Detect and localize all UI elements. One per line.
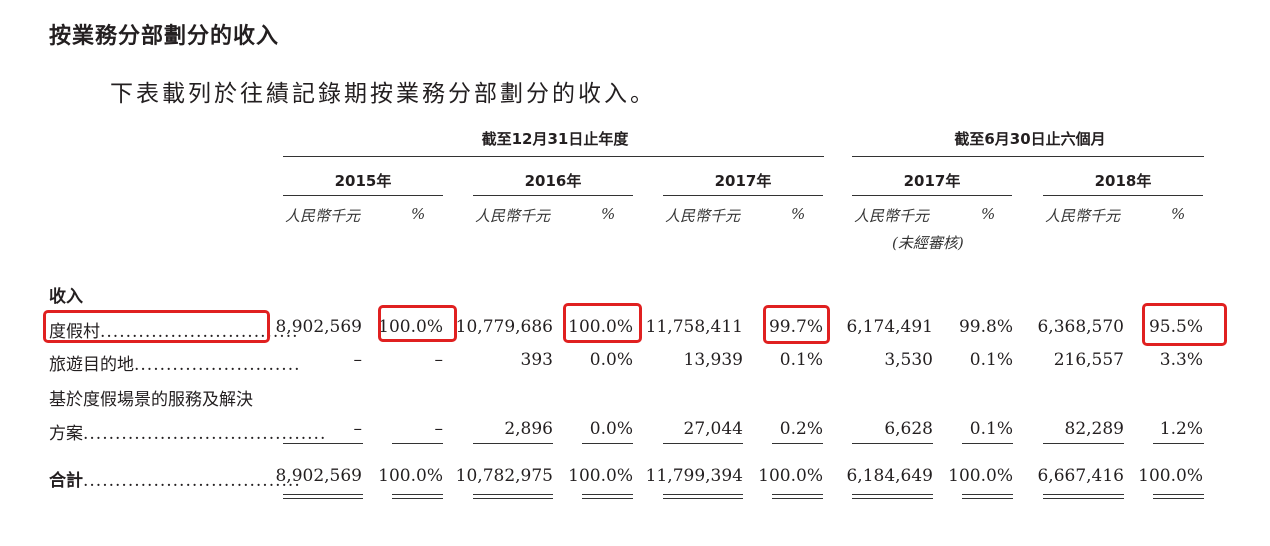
- table-cell: 216,557: [1053, 350, 1124, 370]
- unit-header: 人民幣千元: [665, 207, 741, 225]
- table-cell: 8,902,569: [275, 466, 362, 486]
- pct-header: %: [791, 205, 806, 223]
- section-title: 按業務分部劃分的收入: [49, 24, 280, 49]
- subtotal-rule: [1043, 443, 1124, 444]
- year-rule-2017-h1: [852, 195, 1012, 196]
- highlight-box-resort-label: [43, 310, 270, 343]
- pct-header: %: [1171, 205, 1186, 223]
- year-rule-2016: [473, 195, 633, 196]
- year-header-2017-h1: 2017年: [903, 172, 961, 190]
- table-cell: 100.0%: [378, 317, 443, 337]
- subtotal-rule: [962, 443, 1013, 444]
- subtotal-rule: [663, 443, 743, 444]
- highlight-box-2016-pct: [563, 303, 642, 343]
- table-cell: –: [353, 419, 363, 439]
- table-cell: 393: [520, 350, 553, 370]
- subtotal-rule: [283, 443, 363, 444]
- total-double-rule: [772, 494, 823, 499]
- total-double-rule: [283, 494, 363, 499]
- table-cell: 10,779,686: [455, 317, 553, 337]
- total-double-rule: [473, 494, 553, 499]
- highlight-box-2015-pct: [378, 305, 457, 342]
- unit-header: 人民幣千元: [1045, 207, 1121, 225]
- year-rule-2015: [283, 195, 443, 196]
- total-double-rule: [1043, 494, 1124, 499]
- table-cell: 8,902,569: [275, 317, 362, 337]
- table-cell: 100.0%: [758, 466, 823, 486]
- group-rule-six-months: [852, 156, 1204, 157]
- subtotal-rule: [582, 443, 633, 444]
- table-cell: 0.1%: [969, 419, 1013, 439]
- subtotal-rule: [772, 443, 823, 444]
- total-double-rule: [852, 494, 933, 499]
- year-header-2016: 2016年: [524, 172, 582, 190]
- table-cell: –: [434, 419, 444, 439]
- total-double-rule: [1153, 494, 1204, 499]
- year-header-2017: 2017年: [714, 172, 772, 190]
- group-header-year-end: 截至12月31日止年度: [481, 130, 629, 148]
- table-cell: 0.0%: [589, 350, 633, 370]
- unit-header: 人民幣千元: [854, 207, 930, 225]
- table-cell: 2,896: [504, 419, 553, 439]
- total-double-rule: [962, 494, 1013, 499]
- table-cell: 82,289: [1064, 419, 1124, 439]
- table-cell: 6,184,649: [846, 466, 933, 486]
- table-cell: 10,782,975: [455, 466, 553, 486]
- year-header-2015: 2015年: [334, 172, 392, 190]
- total-double-rule: [392, 494, 443, 499]
- section-label-revenue: 收入: [49, 287, 83, 307]
- row-label-resort: 度假村...............................: [49, 322, 299, 342]
- row-label-total: 合計..................................: [49, 471, 301, 491]
- table-cell: 6,368,570: [1037, 317, 1124, 337]
- row-label-solutions: 基於度假場景的服務及解決: [49, 390, 253, 410]
- table-cell: 100.0%: [1138, 466, 1203, 486]
- total-double-rule: [582, 494, 633, 499]
- table-cell: –: [353, 350, 363, 370]
- row-label-destination: 旅遊目的地..........................: [49, 355, 301, 375]
- table-cell: –: [434, 350, 444, 370]
- subtotal-rule: [852, 443, 933, 444]
- table-cell: 27,044: [683, 419, 743, 439]
- subtotal-rule: [1153, 443, 1204, 444]
- unaudited-note: (未經審核): [892, 234, 964, 252]
- year-rule-2018-h1: [1043, 195, 1203, 196]
- pct-header: %: [601, 205, 616, 223]
- table-cell: 100.0%: [948, 466, 1013, 486]
- table-cell: 0.0%: [589, 419, 633, 439]
- table-cell: 3.3%: [1159, 350, 1203, 370]
- table-cell: 99.7%: [768, 317, 823, 337]
- year-rule-2017: [663, 195, 823, 196]
- intro-text: 下表載列於往績記錄期按業務分部劃分的收入。: [110, 81, 656, 107]
- table-cell: 6,174,491: [846, 317, 933, 337]
- table-cell: 0.1%: [779, 350, 823, 370]
- table-cell: 99.8%: [958, 317, 1013, 337]
- pct-header: %: [981, 205, 996, 223]
- table-cell: 13,939: [683, 350, 743, 370]
- table-cell: 100.0%: [378, 466, 443, 486]
- table-cell: 11,799,394: [645, 466, 743, 486]
- row-label-solutions-cont: 方案......................................: [49, 424, 327, 444]
- subtotal-rule: [473, 443, 553, 444]
- table-cell: 0.2%: [779, 419, 823, 439]
- group-rule-year-end: [283, 156, 824, 157]
- table-cell: 1.2%: [1159, 419, 1203, 439]
- table-cell: 11,758,411: [645, 317, 743, 337]
- unit-header: 人民幣千元: [285, 207, 361, 225]
- table-cell: 6,667,416: [1037, 466, 1124, 486]
- table-cell: 95.5%: [1148, 317, 1203, 337]
- total-double-rule: [663, 494, 743, 499]
- year-header-2018-h1: 2018年: [1094, 172, 1152, 190]
- highlight-box-2018-pct: [1142, 303, 1227, 346]
- unit-header: 人民幣千元: [475, 207, 551, 225]
- table-cell: 3,530: [884, 350, 933, 370]
- pct-header: %: [411, 205, 426, 223]
- table-cell: 6,628: [884, 419, 933, 439]
- table-cell: 100.0%: [568, 317, 633, 337]
- table-cell: 100.0%: [568, 466, 633, 486]
- highlight-box-2017-pct: [763, 305, 830, 344]
- group-header-six-months: 截至6月30日止六個月: [954, 130, 1106, 148]
- subtotal-rule: [392, 443, 443, 444]
- table-cell: 0.1%: [969, 350, 1013, 370]
